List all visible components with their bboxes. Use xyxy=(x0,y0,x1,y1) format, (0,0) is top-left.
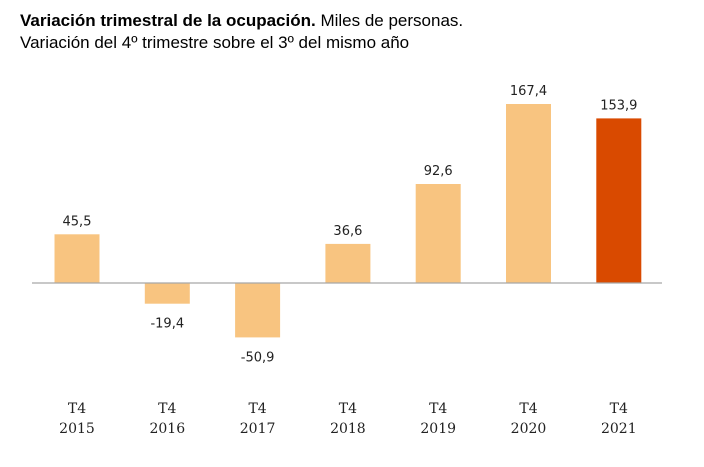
bar-2020 xyxy=(506,104,551,283)
bar-2019 xyxy=(415,184,461,283)
chart-title-rest: Miles de personas. xyxy=(315,11,464,30)
bar-2017 xyxy=(235,283,281,338)
x-tick-quarter-2021: T4 xyxy=(610,401,628,417)
data-label-2015: 45,5 xyxy=(63,214,92,229)
x-tick-year-2015: 2015 xyxy=(59,421,95,437)
chart-title: Variación trimestral de la ocupación. Mi… xyxy=(20,10,463,32)
bar-2021 xyxy=(596,118,642,284)
x-tick-quarter-2018: T4 xyxy=(339,401,357,417)
data-label-2017: -50,9 xyxy=(241,350,275,365)
chart-title-bold: Variación trimestral de la ocupación. xyxy=(20,11,316,30)
x-tick-quarter-2017: T4 xyxy=(248,401,266,417)
data-label-2016: -19,4 xyxy=(150,317,184,332)
x-tick-year-2021: 2021 xyxy=(601,421,637,437)
chart-title-block: Variación trimestral de la ocupación. Mi… xyxy=(20,10,463,54)
x-tick-quarter-2019: T4 xyxy=(429,401,447,417)
x-tick-year-2019: 2019 xyxy=(420,421,456,437)
x-tick-quarter-2015: T4 xyxy=(68,401,86,417)
x-tick-quarter-2016: T4 xyxy=(158,401,176,417)
data-label-2020: 167,4 xyxy=(510,84,547,99)
data-label-2019: 92,6 xyxy=(424,164,453,179)
bar-2016 xyxy=(144,283,190,304)
x-tick-quarter-2020: T4 xyxy=(519,401,537,417)
x-tick-year-2016: 2016 xyxy=(149,421,185,437)
data-label-2021: 153,9 xyxy=(600,98,637,113)
bar-2018 xyxy=(325,243,371,283)
chart-subtitle: Variación del 4º trimestre sobre el 3º d… xyxy=(20,33,410,52)
x-tick-year-2017: 2017 xyxy=(240,421,276,437)
x-tick-year-2020: 2020 xyxy=(511,421,547,437)
data-label-2018: 36,6 xyxy=(333,224,362,239)
bar-2015 xyxy=(54,234,100,283)
x-tick-year-2018: 2018 xyxy=(330,421,366,437)
